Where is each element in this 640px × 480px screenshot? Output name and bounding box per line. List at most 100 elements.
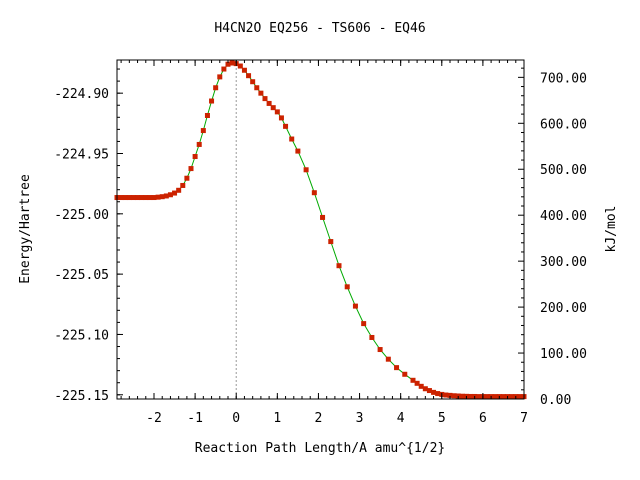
data-point [126,195,132,201]
data-point [418,383,424,389]
x-tick-label: -1 [187,411,203,426]
data-point [159,194,165,200]
data-point [139,195,145,201]
data-point [361,321,367,327]
y2-axis-label: kJ/mol [604,206,619,253]
data-point [303,167,309,173]
data-point [196,141,202,147]
data-point [377,347,383,353]
data-point [246,73,252,79]
interpolation-curve [117,62,524,398]
y2-tick-label: 300.00 [540,255,587,270]
data-point [135,195,141,201]
y-axis-ticks: -224.90 -224.95 -225.00 -225.05 -225.10 -225.… [54,68,123,404]
data-point [455,393,461,399]
data-point [209,98,215,104]
data-point [143,195,149,201]
data-point [254,85,260,91]
y-tick-label: -225.10 [54,328,109,343]
y-tick-label: -225.05 [54,268,109,283]
data-points [114,60,527,400]
data-point [180,182,186,188]
data-point [476,394,482,400]
data-point [311,190,317,196]
y2-tick-label: 600.00 [540,117,587,132]
data-point [188,166,194,172]
data-point [200,128,206,134]
data-point [167,192,173,198]
data-point [289,136,295,142]
data-point [213,85,219,91]
data-point [225,61,231,67]
x-tick-label: 2 [315,411,323,426]
data-point [155,194,161,200]
x-tick-label: 1 [273,411,281,426]
data-point [369,334,375,340]
data-point [336,263,342,269]
data-point [410,377,416,383]
data-point [172,190,178,196]
x-tick-label: -2 [146,411,162,426]
x-tick-label: 7 [520,411,528,426]
y-tick-label: -224.90 [54,87,109,102]
data-point [500,394,506,400]
data-point [344,284,350,290]
data-point [262,96,268,102]
data-point [402,371,408,377]
data-point [459,393,465,399]
data-point [184,175,190,181]
x-tick-label: 3 [356,411,364,426]
data-point [509,394,515,400]
y2-tick-label: 200.00 [540,301,587,316]
data-point [435,391,441,397]
data-point [270,105,276,111]
data-point [204,112,210,118]
curve-line [117,62,524,398]
chart-title: H4CN2O EQ256 - TS606 - EQ46 [214,21,425,36]
data-point [468,393,474,399]
data-point [217,74,223,80]
data-point [484,394,490,400]
data-point [431,389,437,395]
data-point [283,123,289,129]
data-point [176,187,182,193]
data-point [451,393,457,399]
y2-tick-label: 400.00 [540,209,587,224]
data-point [229,60,235,66]
data-point [352,303,358,309]
data-point [278,115,284,121]
data-point [295,148,301,154]
data-point [443,392,449,398]
data-point [258,90,264,96]
x-tick-label: 0 [232,411,240,426]
y2-axis-ticks: 0.00 100.00 200.00 300.00 400.00 500.00 600.00… [518,67,587,408]
data-point [147,195,153,201]
data-point [130,195,136,201]
data-point [447,392,453,398]
data-point [426,388,432,394]
data-point [266,100,272,106]
y2-tick-label: 0.00 [540,393,571,408]
y2-tick-label: 700.00 [540,71,587,86]
y2-tick-label: 100.00 [540,347,587,362]
data-point [320,214,326,220]
x-tick-label: 5 [438,411,446,426]
data-point [492,394,498,400]
plot-frame [116,59,525,400]
y-tick-label: -225.15 [54,389,109,404]
x-tick-label: 4 [397,411,405,426]
x-tick-label: 6 [479,411,487,426]
data-point [422,386,428,392]
data-point [274,109,280,115]
data-point [414,380,420,386]
data-point [151,195,157,201]
data-point [221,66,227,72]
data-point [192,154,198,160]
x-axis-ticks: -2 -1 0 1 2 3 4 5 6 7 [120,60,528,426]
data-point [385,356,391,362]
data-point [163,193,169,199]
y-tick-label: -225.00 [54,208,109,223]
data-point [394,365,400,371]
data-point [328,239,334,245]
